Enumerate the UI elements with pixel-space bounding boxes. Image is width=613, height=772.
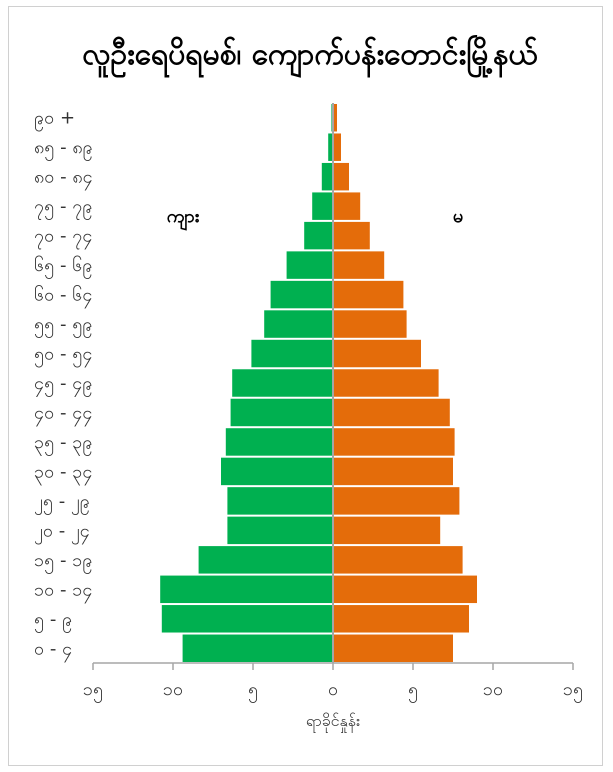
y-tick-label: ၇၀ - ၇၄ (34, 226, 92, 250)
series-label-female: မ (453, 206, 463, 227)
y-tick-label: ၅ - ၉ (34, 609, 72, 633)
y-tick-label: ၄၅ - ၄၉ (34, 373, 92, 397)
bar-male-7 (225, 428, 333, 456)
x-tick-label: ၁၅ (83, 679, 103, 703)
bar-male-4 (227, 516, 333, 545)
bar-male-1 (161, 605, 333, 633)
bar-female-0 (333, 634, 453, 662)
bar-female-3 (333, 546, 463, 574)
bar-female-2 (333, 575, 477, 604)
bar-male-8 (230, 398, 333, 427)
y-tick-label: ၂၅ - ၂၉ (34, 491, 90, 515)
bar-male-17 (328, 133, 333, 161)
bar-female-7 (333, 428, 455, 456)
x-tick-label: ၅ (248, 679, 258, 703)
x-tick-label: ၁၀ (483, 679, 503, 700)
chart-title: လူဦးရေပိရမစ်၊ ကျောက်ပန်းတောင်းမြို့နယ် (82, 34, 538, 79)
y-tick-label: ၅၅ - ၅၉ (34, 314, 92, 338)
y-tick-label: ၄၀ - ၄၄ (34, 402, 92, 426)
x-tick-label: ၁၀ (163, 679, 183, 700)
y-tick-label: ၅၀ - ၅၄ (34, 344, 92, 368)
bars-group (160, 103, 477, 663)
bar-female-1 (333, 605, 469, 633)
y-tick-label: ၃၅ - ၃၉ (34, 432, 92, 456)
bar-female-17 (333, 133, 341, 161)
y-tick-label: ၃၀ - ၃၄ (34, 461, 92, 485)
y-tick-labels: ၀ - ၄ ၅ - ၉ ၁၀ - ၁၄ ၁၅ - ၁၉ ၂၀ - ၂၄ ၂၅ - ၂၉ ၃၀… (34, 108, 93, 663)
y-tick-label: ၆၅ - ၆၉ (34, 255, 92, 279)
x-tick-label: ၀ (328, 679, 338, 700)
bar-female-8 (333, 398, 450, 427)
bar-female-15 (333, 192, 361, 220)
x-axis: ၁၅ ၁၀ ၅ ၀ ၅ ၁၀ ၁၅ (83, 662, 583, 703)
y-tick-label: ၂၀ - ၂၄ (34, 520, 90, 544)
bar-male-10 (251, 339, 333, 368)
x-tick-label: ၁၅ (563, 679, 583, 703)
bar-female-10 (333, 339, 421, 368)
bar-male-6 (221, 457, 333, 486)
bar-female-14 (333, 221, 370, 250)
bar-male-11 (264, 310, 333, 338)
y-tick-label: ၉၀ + (34, 108, 75, 132)
bar-male-3 (198, 546, 333, 574)
bar-male-0 (182, 634, 333, 662)
bar-male-2 (160, 575, 333, 604)
y-tick-label: ၈၀ - ၈၄ (34, 167, 93, 191)
bar-female-9 (333, 369, 439, 397)
series-label-male: ကျား (167, 206, 200, 231)
y-tick-label: ၁၅ - ၁၉ (34, 550, 92, 574)
bar-female-16 (333, 162, 349, 191)
y-tick-label: ၈၅ - ၈၉ (34, 137, 93, 161)
bar-male-5 (227, 487, 333, 515)
x-axis-label: ရာခိုင်နှုန်း (306, 711, 360, 733)
y-tick-label: ၆၀ - ၆၄ (34, 285, 92, 309)
y-tick-label: ၇၅ - ၇၉ (34, 196, 92, 220)
bar-female-4 (333, 516, 441, 545)
y-tick-label: ၁၀ - ၁၄ (34, 579, 92, 603)
bar-female-11 (333, 310, 407, 338)
bar-male-14 (304, 221, 333, 250)
bar-male-12 (270, 280, 333, 309)
x-tick-label: ၅ (408, 679, 418, 703)
bar-male-13 (286, 251, 333, 279)
bar-male-9 (232, 369, 333, 397)
bar-female-12 (333, 280, 404, 309)
bar-female-6 (333, 457, 453, 486)
bar-male-15 (312, 192, 333, 220)
bar-female-5 (333, 487, 460, 515)
bar-male-16 (321, 162, 333, 191)
y-tick-label: ၀ - ၄ (34, 638, 72, 662)
bar-female-13 (333, 251, 385, 279)
bar-female-18 (333, 104, 337, 132)
